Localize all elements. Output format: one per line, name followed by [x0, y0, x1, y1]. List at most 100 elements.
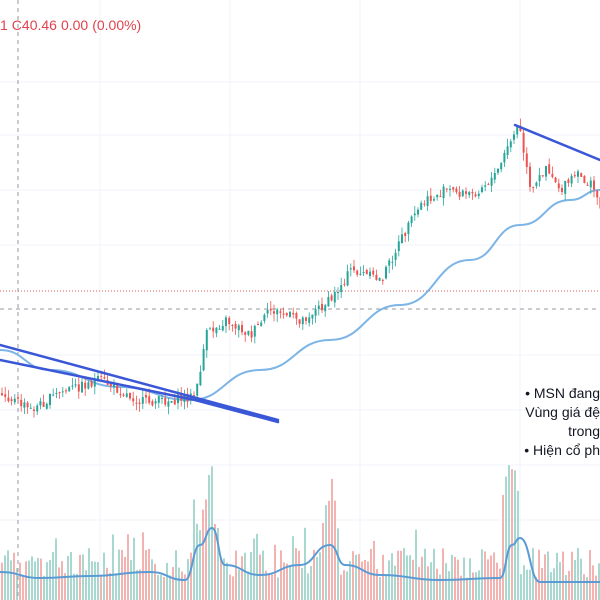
- volume-bar: [139, 569, 141, 600]
- volume-bar: [379, 576, 381, 600]
- candle-body: [129, 392, 131, 399]
- note-line-4: • Hiện cổ ph: [524, 442, 600, 458]
- candle: [225, 315, 227, 334]
- volume-bar: [394, 565, 396, 600]
- candle-body: [20, 399, 23, 407]
- candle-body: [474, 194, 477, 197]
- candle: [349, 263, 352, 277]
- volume-bar: [10, 560, 12, 600]
- volume-bar: [388, 560, 390, 600]
- volume-bar: [427, 566, 429, 600]
- volume-bar: [16, 568, 18, 600]
- candle: [58, 391, 61, 399]
- volume-bar: [82, 554, 84, 600]
- candle-body: [477, 193, 480, 197]
- trendlines[interactable]: [0, 123, 600, 424]
- candle: [234, 320, 237, 335]
- volume-bar: [208, 475, 210, 600]
- candle: [445, 188, 448, 193]
- candle: [577, 169, 579, 184]
- candle: [506, 138, 509, 160]
- candle: [308, 312, 311, 327]
- trendline-3[interactable]: [513, 123, 600, 162]
- candle-body: [55, 392, 58, 394]
- candle-body: [564, 180, 567, 194]
- volume-bar: [277, 577, 279, 600]
- candle: [545, 165, 547, 181]
- candle-body: [173, 400, 176, 405]
- volume-bar: [187, 559, 189, 600]
- candle-body: [596, 190, 599, 198]
- volume-bar: [4, 555, 6, 600]
- candle: [253, 324, 256, 344]
- volume-bar: [151, 559, 153, 600]
- candle-body: [33, 409, 35, 411]
- candle-body: [522, 132, 525, 153]
- volume-bar: [28, 560, 30, 600]
- candle: [369, 267, 371, 280]
- candle: [593, 175, 595, 198]
- volume-bar: [49, 560, 51, 600]
- candle-body: [589, 180, 592, 188]
- candle: [282, 307, 285, 319]
- candle: [500, 162, 503, 173]
- volume-bar: [403, 548, 405, 600]
- candle-body: [26, 402, 29, 408]
- candle: [589, 176, 592, 194]
- trendline-1[interactable]: [0, 358, 197, 402]
- candle: [535, 181, 538, 189]
- volume-bar: [478, 570, 480, 600]
- candle: [292, 307, 295, 319]
- candle-body: [116, 383, 119, 393]
- volume-bar: [376, 569, 378, 600]
- candle-body: [311, 314, 314, 319]
- volume-bar: [310, 566, 312, 600]
- candle-body: [113, 383, 115, 388]
- candle-body: [580, 173, 583, 177]
- candle-body: [170, 401, 173, 403]
- volume-bar: [67, 555, 69, 600]
- candle-body: [343, 283, 346, 285]
- candle-body: [410, 216, 413, 223]
- volume-moving-average-line: [0, 526, 600, 583]
- volume-bar: [145, 550, 147, 600]
- volume-bar: [85, 570, 87, 600]
- candle: [570, 173, 573, 188]
- candle: [490, 172, 493, 193]
- candle: [532, 186, 535, 193]
- candle-body: [77, 384, 80, 392]
- candle: [449, 184, 451, 197]
- candle: [362, 265, 365, 276]
- candle-body: [61, 391, 64, 393]
- volume-bar: [502, 494, 504, 600]
- candle: [586, 182, 589, 186]
- candle: [548, 158, 551, 175]
- volume-bar: [340, 574, 342, 600]
- trendline-2[interactable]: [193, 398, 280, 424]
- volume-bar: [1, 562, 3, 600]
- candle: [461, 189, 464, 198]
- candle-body: [7, 397, 10, 402]
- candle: [305, 316, 307, 325]
- volume-bar: [445, 563, 447, 600]
- volume-bar: [385, 575, 387, 600]
- volume-bar: [133, 537, 135, 600]
- trendline-0[interactable]: [0, 343, 280, 422]
- candle-body: [391, 261, 394, 263]
- candle-body: [570, 175, 573, 184]
- candle: [266, 303, 269, 318]
- volume-bar: [337, 528, 339, 600]
- candle: [436, 194, 439, 201]
- candle: [138, 398, 141, 412]
- candle: [477, 190, 480, 200]
- candle: [596, 189, 599, 205]
- candle-body: [81, 381, 83, 393]
- volume-bar: [544, 554, 546, 600]
- candle: [161, 394, 163, 404]
- candle-body: [449, 188, 451, 190]
- volume-bar: [46, 562, 48, 600]
- candle-body: [74, 384, 77, 386]
- candle: [52, 388, 55, 397]
